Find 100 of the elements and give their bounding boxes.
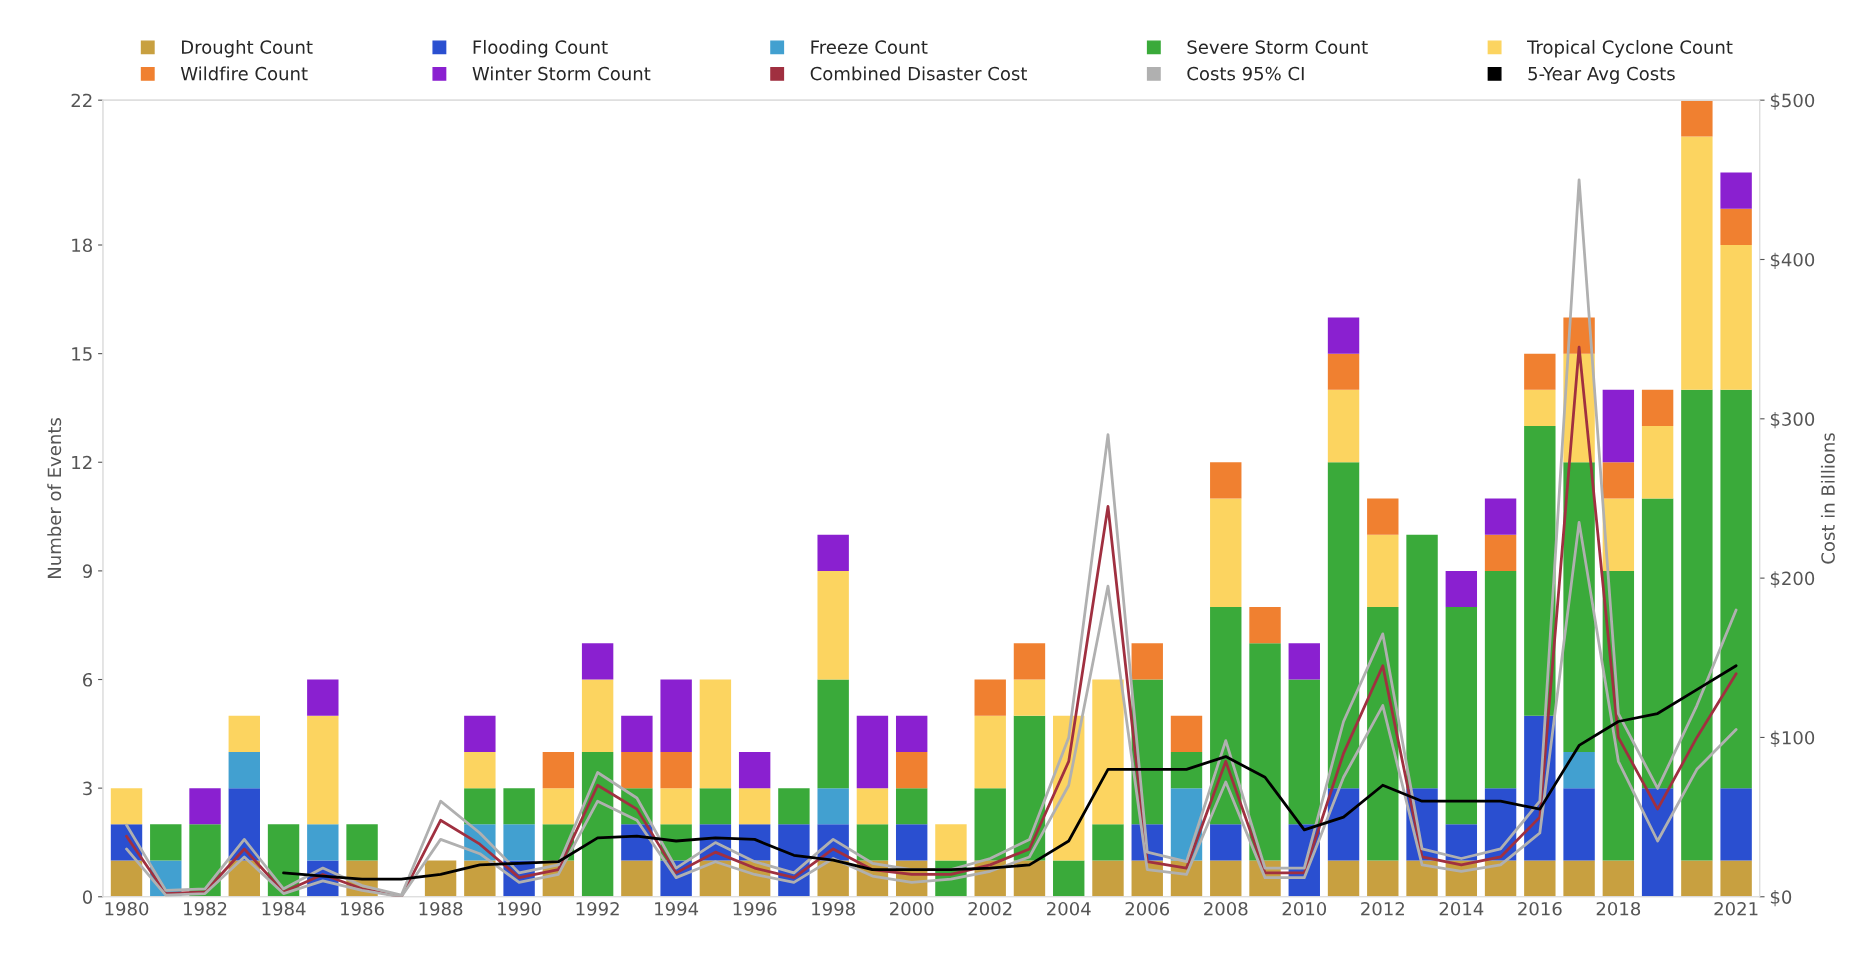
bar — [542, 751, 575, 789]
y-tick-label: 15 — [72, 347, 92, 361]
bar — [150, 824, 182, 861]
legend-label: Wildfire Count — [180, 66, 308, 81]
y-tick-label: 18 — [72, 238, 92, 253]
bar — [856, 788, 889, 825]
legend-label: Costs 95% CI — [1187, 66, 1304, 81]
bar — [1484, 498, 1517, 535]
y-axis-title: Number of Events — [47, 418, 62, 578]
y2-axis-title: Cost in Billions — [1820, 433, 1835, 564]
bar — [1681, 389, 1713, 861]
bar — [1249, 607, 1281, 644]
y-tick-label: 12 — [72, 455, 92, 470]
y2-tick-label: $500 — [1770, 93, 1815, 110]
bar — [856, 715, 889, 789]
bar — [1131, 643, 1163, 680]
bar — [228, 715, 260, 752]
bar — [778, 788, 810, 825]
bar — [621, 860, 653, 897]
legend-label: Tropical Cyclone Count — [1527, 39, 1733, 58]
bar — [1092, 860, 1124, 897]
bar — [1092, 824, 1124, 861]
bar — [542, 788, 575, 825]
bar — [464, 715, 496, 752]
bar — [1641, 389, 1674, 427]
bar — [1720, 389, 1752, 789]
bar — [189, 788, 221, 825]
bar — [1720, 860, 1752, 897]
bar — [581, 643, 614, 680]
bar — [738, 751, 771, 789]
bar — [503, 788, 535, 825]
bar — [307, 715, 339, 825]
bar — [1524, 389, 1556, 427]
y-tick-label: 3 — [83, 781, 92, 796]
bar — [1327, 788, 1360, 861]
bar — [1602, 860, 1635, 897]
bar — [1484, 570, 1517, 789]
bar — [1484, 860, 1517, 897]
x-tick-label: 1988 — [419, 901, 463, 916]
x-tick-label: 1990 — [498, 901, 541, 916]
bar — [660, 679, 692, 752]
bar — [1210, 462, 1242, 499]
bar — [1170, 715, 1203, 752]
bar — [464, 788, 496, 825]
bar — [660, 751, 692, 789]
x-tick-label: 2021 — [1714, 901, 1758, 916]
bar — [346, 824, 378, 861]
bar — [738, 788, 771, 825]
x-tick-label: 1992 — [576, 901, 619, 916]
x-tick-label: 1994 — [655, 901, 699, 916]
x-tick-label: 2012 — [1361, 901, 1404, 916]
bar — [1602, 389, 1635, 463]
y-tick-label: 0 — [82, 890, 93, 904]
bar — [1013, 643, 1046, 680]
bar — [1563, 860, 1595, 897]
bar — [1210, 860, 1242, 897]
x-tick-label: 2002 — [968, 901, 1012, 916]
bar — [1720, 245, 1752, 390]
bar — [1249, 643, 1281, 861]
bar — [1406, 534, 1438, 789]
bar — [1681, 100, 1713, 137]
bar — [1327, 389, 1360, 463]
bar — [1170, 751, 1203, 789]
bar — [1013, 679, 1046, 716]
bar — [1445, 824, 1478, 861]
y-tick-label: 22 — [71, 93, 92, 108]
y2-tick-label: $200 — [1770, 571, 1815, 588]
bar — [1288, 643, 1320, 680]
x-tick-label: 1986 — [341, 901, 384, 916]
bar — [307, 679, 339, 716]
bar — [1720, 788, 1752, 861]
line-series — [125, 178, 1738, 897]
bar — [817, 860, 849, 897]
bar — [1524, 426, 1556, 716]
bar — [660, 788, 692, 825]
y-tick-label: 9 — [82, 564, 92, 578]
legend-label: Flooding Count — [473, 39, 608, 58]
bar — [817, 788, 849, 825]
bar — [1367, 498, 1399, 535]
bar — [581, 679, 614, 752]
bar — [1563, 788, 1595, 861]
bar — [1327, 353, 1360, 390]
bar — [228, 751, 260, 789]
bar — [1327, 462, 1360, 789]
bar — [621, 715, 653, 752]
bar — [307, 824, 339, 861]
bar — [110, 860, 143, 897]
x-tick-label: 1996 — [733, 901, 777, 916]
x-tick-label: 1980 — [105, 901, 149, 916]
bar — [1641, 498, 1674, 789]
bar — [895, 788, 928, 825]
x-tick-label: 2004 — [1047, 901, 1091, 916]
y-tick-label: 6 — [83, 672, 93, 687]
legend-label: Drought Count — [182, 39, 313, 58]
x-tick-label: 2010 — [1282, 901, 1327, 916]
bar — [1681, 860, 1713, 897]
legend-label: 5-Year Avg Costs — [1528, 66, 1675, 84]
bar — [1445, 570, 1478, 608]
x-tick-label: 1982 — [184, 901, 227, 916]
bar — [1367, 534, 1399, 608]
